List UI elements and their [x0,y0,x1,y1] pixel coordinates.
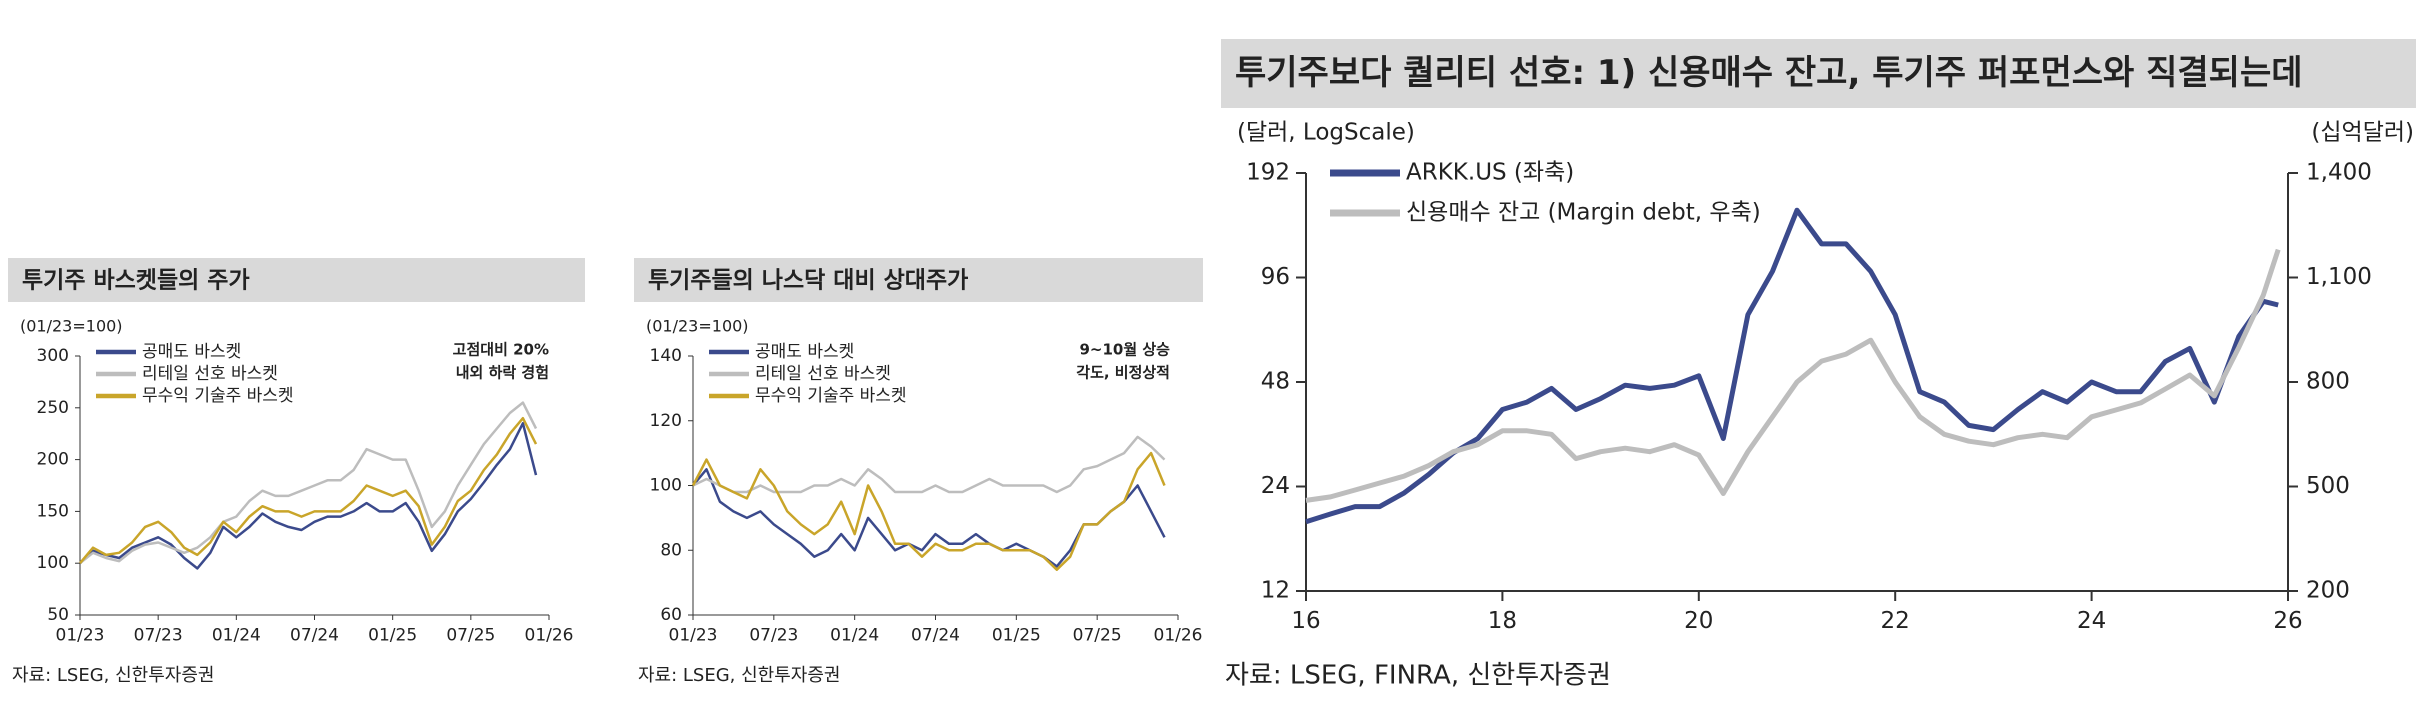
y-tick-label: 100 [37,553,69,573]
x-tick-label: 01/23 [669,625,718,645]
x-tick-label: 01/23 [56,625,105,645]
annotation: 내외 하락 경험 [456,364,549,382]
y2-tick-label: 1,100 [2306,264,2372,290]
x-tick-label: 16 [1291,608,1320,634]
legend-label: 무수익 기술주 바스켓 [755,386,907,406]
title-band [634,258,1203,302]
subtitle: (01/23=100) [646,317,749,336]
x-tick-label: 01/24 [830,625,879,645]
chart-title: 투기주 바스켓들의 주가 [22,268,250,294]
y-tick-label: 150 [37,501,69,521]
x-tick-label: 01/24 [212,625,261,645]
x-tick-label: 20 [1684,608,1713,634]
legend-label: 리테일 선호 바스켓 [755,364,891,384]
legend-label: 신용매수 잔고 (Margin debt, 우축) [1406,200,1761,226]
x-tick-label: 07/23 [134,625,183,645]
y-axis-label: (달러, LogScale) [1237,120,1415,146]
y-tick-label: 60 [660,605,682,625]
series-line [1305,207,2279,525]
chart-title: 투기주들의 나스닥 대비 상대주가 [648,268,968,294]
series-line [1305,248,2281,503]
x-tick-label: 18 [1488,608,1517,634]
x-tick-label: 07/25 [1073,625,1122,645]
title-band [1221,39,2416,108]
y2-tick-label: 800 [2306,369,2350,395]
annotation: 9~10월 상승 [1079,341,1170,359]
y-tick-label: 96 [1261,264,1290,290]
legend-label: 무수익 기술주 바스켓 [142,386,294,406]
series-line [692,435,1166,494]
x-tick-label: 01/26 [525,625,574,645]
legend-label: 공매도 바스켓 [755,342,854,362]
legend-label: ARKK.US (좌축) [1406,160,1574,186]
subtitle: (01/23=100) [20,317,123,336]
y-tick-label: 48 [1261,369,1290,395]
x-tick-label: 07/25 [446,625,495,645]
x-tick-label: 01/25 [368,625,417,645]
legend-label: 리테일 선호 바스켓 [142,364,278,384]
y-tick-label: 80 [660,540,682,560]
source: 자료: LSEG, FINRA, 신한투자증권 [1225,661,1611,691]
y-tick-label: 192 [1246,160,1290,186]
source: 자료: LSEG, 신한투자증권 [12,665,214,686]
y2-tick-label: 1,400 [2306,160,2372,186]
y-tick-label: 120 [650,411,682,431]
series-line [691,451,1166,571]
series-line [79,422,538,570]
x-tick-label: 24 [2077,608,2106,634]
x-tick-label: 22 [1881,608,1910,634]
y-tick-label: 250 [37,398,69,418]
x-tick-label: 01/26 [1154,625,1203,645]
x-tick-label: 26 [2273,608,2302,634]
legend-label: 공매도 바스켓 [142,342,241,362]
x-tick-label: 07/23 [749,625,798,645]
y-tick-label: 300 [37,346,69,366]
source: 자료: LSEG, 신한투자증권 [638,665,840,686]
y-tick-label: 50 [47,605,69,625]
y-tick-label: 100 [650,476,682,496]
series-line [79,416,538,565]
y-tick-label: 140 [650,346,682,366]
annotation: 고점대비 20% [453,341,549,359]
x-tick-label: 07/24 [290,625,339,645]
y-tick-label: 24 [1261,473,1290,499]
chart-title: 투기주보다 퀄리티 선호: 1) 신용매수 잔고, 투기주 퍼포먼스와 직결되는… [1235,53,2303,93]
title-band [8,258,585,302]
series-line [79,401,538,565]
y2-tick-label: 200 [2306,578,2350,604]
y2-axis-label: (십억달러) [2311,120,2414,146]
x-tick-label: 07/24 [911,625,960,645]
y2-tick-label: 500 [2306,473,2350,499]
x-tick-label: 01/25 [992,625,1041,645]
annotation: 각도, 비정상적 [1076,364,1170,382]
y-tick-label: 12 [1261,578,1290,604]
y-tick-label: 200 [37,450,69,470]
